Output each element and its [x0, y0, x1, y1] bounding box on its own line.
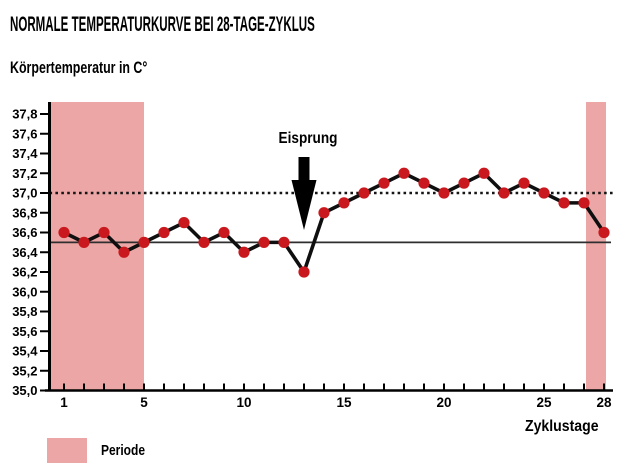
data-point-day-28	[598, 226, 610, 239]
x-tick-label: 10	[236, 395, 251, 410]
legend-label-periode: Periode	[101, 442, 146, 459]
data-point-day-15	[338, 197, 350, 209]
temperature-line	[63, 171, 606, 277]
ovulation-arrow-icon	[291, 157, 317, 230]
data-point-day-25	[538, 187, 550, 199]
page-title: NORMALE TEMPERATURKURVE BEI 28-TAGE-ZYKL…	[10, 13, 315, 36]
y-tick-label: 36,2	[12, 265, 37, 280]
data-point-day-6	[158, 226, 170, 239]
data-point-day-24	[518, 177, 530, 189]
data-point-day-5	[138, 236, 150, 248]
data-point-day-9	[218, 226, 230, 239]
data-point-day-17	[378, 177, 390, 189]
data-point-day-27	[578, 197, 590, 209]
data-point-day-1	[58, 226, 70, 239]
period-band	[586, 102, 606, 391]
x-tick-label: 20	[436, 395, 451, 410]
data-point-day-4	[118, 246, 130, 258]
data-point-day-13	[298, 266, 310, 278]
y-tick-label: 36,0	[12, 284, 37, 299]
data-point-day-8	[198, 236, 210, 248]
y-tick-label: 37,8	[12, 107, 37, 122]
y-tick-label: 36,4	[12, 245, 38, 260]
data-point-day-7	[178, 217, 190, 229]
period-band	[50, 102, 144, 391]
y-tick-label: 35,4	[12, 344, 38, 359]
data-point-day-22	[478, 167, 490, 179]
y-tick-label: 35,8	[12, 304, 37, 319]
x-tick-label: 5	[140, 395, 148, 410]
ovulation-annotation-label: Eisprung	[278, 130, 338, 147]
data-point-day-11	[258, 236, 270, 248]
x-tick-label: 15	[336, 395, 352, 410]
y-tick-label: 36,6	[12, 225, 37, 240]
data-point-day-16	[358, 187, 370, 199]
y-tick-label: 37,0	[12, 186, 37, 201]
y-axis-title: Körpertemperatur in C°	[10, 58, 148, 77]
data-point-day-20	[438, 187, 450, 199]
data-point-day-10	[238, 246, 250, 258]
x-tick-label: 1	[60, 395, 68, 410]
data-point-day-21	[458, 177, 470, 189]
data-point-day-19	[418, 177, 430, 189]
data-point-day-3	[98, 226, 110, 239]
y-tick-label: 37,2	[12, 166, 37, 181]
data-point-day-12	[278, 236, 290, 248]
data-point-day-23	[498, 187, 510, 199]
data-point-day-2	[78, 236, 90, 248]
x-tick-label: 28	[596, 395, 612, 410]
y-tick-label: 37,4	[12, 146, 38, 161]
y-tick-label: 36,8	[12, 205, 37, 220]
x-axis-title: Zyklustage	[525, 418, 599, 435]
x-tick-label: 25	[536, 395, 552, 410]
y-tick-label: 35,0	[12, 383, 37, 398]
y-tick-label: 35,2	[12, 363, 37, 378]
data-point-day-14	[318, 207, 330, 219]
y-tick-label: 35,6	[12, 324, 37, 339]
data-point-day-18	[398, 167, 410, 179]
period-color-swatch	[47, 438, 87, 463]
data-point-day-26	[558, 197, 570, 209]
y-tick-label: 37,6	[12, 126, 37, 141]
legend: Periode	[47, 438, 156, 463]
